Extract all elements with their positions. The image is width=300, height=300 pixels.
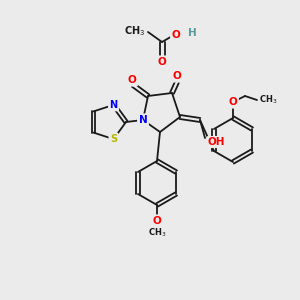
Text: N: N [110, 100, 118, 110]
Text: N: N [139, 115, 147, 125]
Text: CH$_3$: CH$_3$ [124, 24, 145, 38]
Text: CH$_3$: CH$_3$ [148, 227, 166, 239]
Text: OH: OH [208, 137, 226, 147]
Text: O: O [229, 97, 237, 107]
Text: S: S [110, 134, 117, 144]
Text: O: O [153, 216, 161, 226]
Text: O: O [172, 71, 182, 81]
Text: CH$_3$: CH$_3$ [259, 94, 278, 106]
Text: O: O [172, 30, 180, 40]
Text: O: O [128, 75, 136, 85]
Text: O: O [158, 57, 166, 67]
Text: H: H [188, 28, 197, 38]
